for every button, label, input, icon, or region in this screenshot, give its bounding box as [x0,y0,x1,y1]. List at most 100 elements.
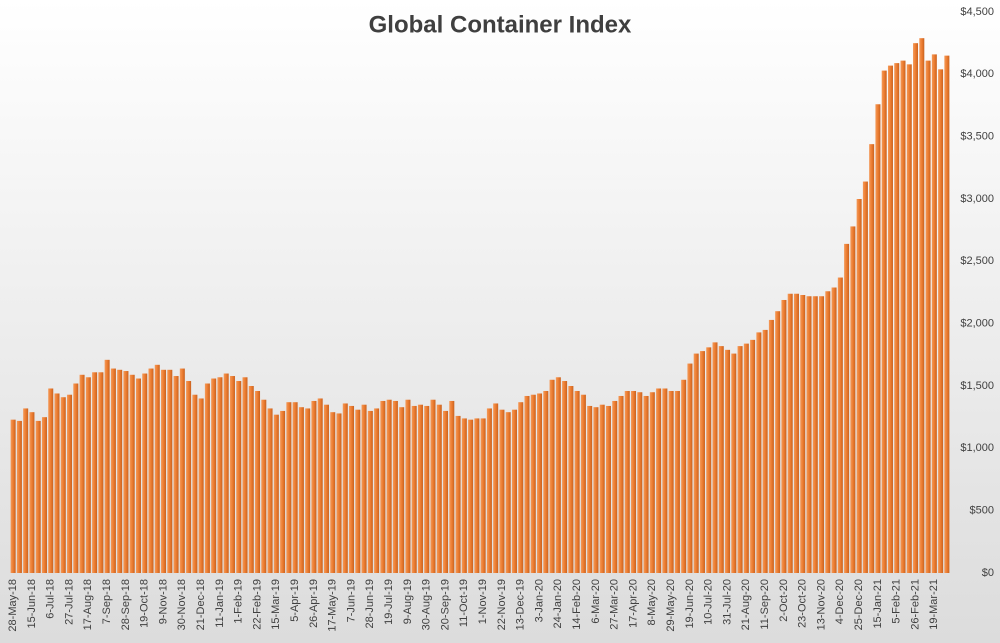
bar [543,390,549,573]
x-tick-label: 7-Jun-19 [345,579,357,622]
x-tick-label: 21-Dec-18 [195,579,207,630]
x-tick-label: 30-Aug-19 [421,579,433,630]
bar [380,400,386,573]
bar [819,296,825,573]
x-tick-label: 26-Apr-19 [308,579,320,628]
x-tick-label: 24-Jan-20 [552,579,564,629]
x-tick-label: 14-Feb-20 [571,579,583,630]
x-tick-label: 17-Apr-20 [627,579,639,628]
bar [687,363,693,573]
bar [148,368,154,573]
x-tick-label: 31-Jul-20 [721,579,733,625]
bar [825,291,831,573]
bar [518,402,524,573]
bar [844,243,850,573]
bar [524,395,530,573]
bar [718,346,724,573]
bar [605,405,611,573]
x-tick-label: 9-Aug-19 [402,579,414,624]
bar [73,383,79,573]
bar [812,296,818,573]
bar [436,404,442,573]
bar [292,402,298,573]
bar [261,399,267,573]
bar [305,408,311,573]
bar [179,368,185,573]
bar [223,373,229,573]
bar [612,400,618,573]
bar [286,402,292,573]
bar [906,64,912,574]
bar [399,407,405,573]
bar [725,349,731,573]
bar [41,417,47,573]
x-tick-label: 27-Jul-18 [63,579,75,625]
bar [756,332,762,573]
x-tick-label: 17-Aug-18 [82,579,94,630]
bar [931,54,937,574]
bar [925,60,931,574]
bar [129,374,135,573]
bar [574,390,580,573]
bar [662,388,668,573]
x-tick-label: 22-Feb-19 [251,579,263,630]
bar [881,70,887,574]
bar [587,405,593,573]
bar [781,299,787,573]
bar [48,388,54,573]
bar [386,399,392,573]
bar [674,390,680,573]
bar [135,378,141,573]
bar [631,390,637,573]
bar [54,393,60,573]
bar [85,377,91,573]
bar [750,339,756,573]
x-tick-label: 28-Jun-19 [364,579,376,629]
bar [411,405,417,573]
x-tick-label: 2-Oct-20 [778,579,790,622]
bar [173,376,179,573]
x-tick-label: 28-Sep-18 [120,579,132,630]
bar [123,371,129,573]
bar [693,353,699,573]
bar [706,347,712,573]
y-tick-label: $3,000 [960,193,994,205]
bar [349,405,355,573]
x-tick-label: 30-Nov-18 [176,579,188,630]
bar [23,408,29,573]
bar [599,404,605,573]
bar [775,311,781,573]
bar [142,373,148,573]
bar [486,408,492,573]
bar [236,381,242,573]
x-tick-label: 21-Aug-20 [740,579,752,630]
bar [530,394,536,573]
bar [461,418,467,573]
x-tick-label: 19-Jul-19 [383,579,395,625]
bar [793,293,799,573]
x-tick-label: 28-May-18 [7,579,19,632]
bar [192,394,198,573]
bar [217,377,223,573]
x-tick-label: 11-Jan-19 [214,579,226,628]
bar [229,376,235,573]
bar [167,369,173,573]
bar [161,369,167,573]
bar [280,410,286,573]
y-tick-label: $1,000 [960,442,994,454]
bar [248,386,254,573]
bar [555,377,561,573]
bar [712,342,718,573]
bar [10,419,16,573]
bar [699,351,705,573]
bar [267,408,273,573]
x-tick-label: 29-May-20 [665,579,677,632]
x-tick-label: 19-Mar-21 [928,579,940,630]
bar [430,399,436,573]
bar [913,43,919,573]
bar [800,294,806,573]
bar [98,372,104,573]
bar [35,420,41,573]
x-tick-label: 15-Mar-19 [270,579,282,630]
x-tick-label: 19-Oct-18 [139,579,151,628]
